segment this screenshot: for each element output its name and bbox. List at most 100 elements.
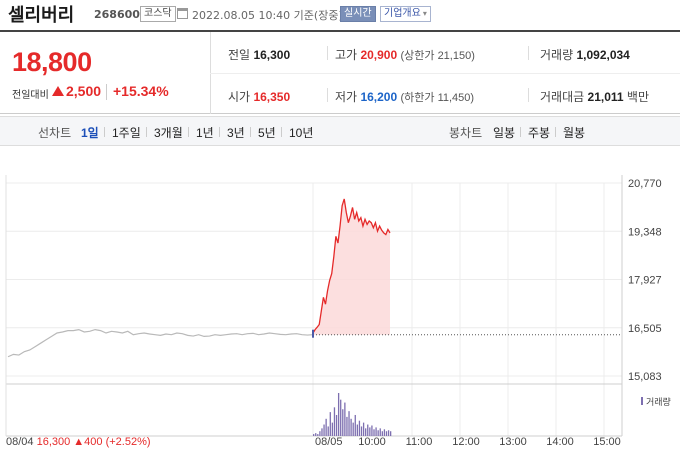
volume-bar [335, 414, 338, 436]
volume-bar [344, 402, 346, 436]
open-price: 시가 16,350 [228, 88, 290, 105]
series-line-prev-day [7, 328, 314, 358]
change-amount: 2,500 [66, 83, 102, 99]
prev-close-value: 16,300 [253, 48, 291, 62]
volume-bar [346, 416, 348, 436]
volume-bar [348, 411, 350, 436]
tab-3y[interactable]: 3년 [227, 126, 245, 140]
volume-bar [352, 422, 354, 436]
volume-bar [358, 420, 361, 436]
company-overview-dropdown[interactable]: 기업개요 ▾ [380, 6, 431, 22]
open-label: 시가 [228, 90, 251, 104]
line-chart-title: 선차트 [38, 126, 72, 140]
divider [528, 46, 529, 60]
volume-bar [360, 426, 363, 436]
volume-bar [325, 418, 327, 436]
prev-close-label: 전일 [228, 48, 251, 62]
quote-panel: 18,800 전일대비 2,500 +15.34% 전일 16,300 고가 2… [0, 32, 680, 114]
divider [520, 127, 521, 137]
low-price: 저가 16,200 (하한가 11,450) [335, 88, 474, 105]
y-tick-label: 20,770 [628, 178, 662, 190]
prev-day-close: 16,300 [37, 436, 74, 448]
tab-1d[interactable]: 1일 [81, 126, 99, 140]
tab-1w[interactable]: 1주일 [112, 126, 141, 140]
x-tick-label: 10:00 [358, 436, 386, 448]
divider [327, 46, 328, 60]
trade-amount: 거래대금 21,011 백만 [540, 88, 649, 105]
divider [281, 127, 282, 137]
candle-chart-title: 봉차트 [449, 126, 483, 140]
volume-bar [333, 407, 336, 436]
realtime-button[interactable]: 실시간 [340, 6, 376, 22]
volume-bar [327, 426, 329, 436]
volume-bar [356, 424, 359, 436]
divider [528, 88, 529, 102]
high-price: 고가 20,900 (상한가 21,150) [335, 46, 475, 63]
stock-header: 셀리버리 268600 코스닥 2022.08.05 10:40 기준(장중) … [0, 0, 680, 30]
change-value: 2,500 [52, 83, 101, 99]
prev-day-summary: 08/04 16,300 ▲400 (+2.52%) [6, 436, 151, 448]
prev-day-change: ▲400 (+2.52%) [73, 436, 150, 448]
stock-code: 268600 [94, 8, 140, 21]
volume-bar [337, 393, 340, 436]
price-chart[interactable]: 20,770 19,348 17,927 16,505 15,083 거래량 08/05 10… [0, 146, 680, 455]
volume-bar [379, 428, 381, 436]
calendar-icon [177, 8, 188, 19]
divider [555, 127, 556, 137]
amount-value: 21,011 [587, 90, 624, 104]
volume-legend-label: 거래량 [646, 396, 671, 407]
divider [106, 84, 107, 100]
volume-bar [319, 431, 321, 436]
volume-bar [373, 429, 375, 436]
company-overview-label: 기업개요 [384, 8, 421, 19]
x-tick-label: 15:00 [593, 436, 621, 448]
volume: 거래량 1,092,034 [540, 46, 630, 63]
volume-legend-swatch [641, 397, 643, 405]
volume-bar [371, 425, 373, 436]
divider [188, 127, 189, 137]
volume-bar [329, 412, 331, 436]
divider [146, 127, 147, 137]
volume-bar [342, 409, 344, 436]
volume-bar [367, 424, 369, 436]
volume-bar [375, 427, 377, 436]
tab-daily-candle[interactable]: 일봉 [493, 126, 516, 140]
x-tick-label: 14:00 [546, 436, 574, 448]
tab-monthly-candle[interactable]: 월봉 [563, 126, 586, 140]
x-tick-label: 13:00 [499, 436, 527, 448]
change-percent: +15.34% [113, 83, 169, 99]
amount-unit: 백만 [626, 90, 649, 104]
volume-bar [362, 422, 365, 436]
y-tick-label: 17,927 [628, 275, 662, 287]
series-area-today [313, 198, 390, 335]
tab-10y[interactable]: 10년 [289, 126, 314, 140]
volume-bar [354, 414, 356, 436]
tab-1y[interactable]: 1년 [196, 126, 214, 140]
series-line-today [312, 198, 391, 334]
low-value: 16,200 [360, 90, 398, 104]
volume-value: 1,092,034 [576, 48, 630, 62]
volume-bar [377, 430, 379, 436]
low-label: 저가 [335, 90, 358, 104]
tab-3m[interactable]: 3개월 [154, 126, 183, 140]
volume-bar [340, 399, 342, 436]
high-label: 고가 [335, 48, 358, 62]
price-chart-svg: 20,770 19,348 17,927 16,505 15,083 거래량 08/05 10… [5, 175, 671, 448]
open-value: 16,350 [253, 90, 291, 104]
prev-close: 전일 16,300 [228, 46, 290, 63]
volume-bar [315, 433, 317, 436]
tab-weekly-candle[interactable]: 주봉 [528, 126, 551, 140]
y-tick-label: 15,083 [628, 371, 662, 383]
change-label: 전일대비 [12, 90, 49, 101]
volume-bar [365, 428, 367, 436]
timestamp: 2022.08.05 10:40 기준(장중) [192, 9, 343, 22]
volume-bar [350, 418, 352, 436]
upper-limit: (상한가 21,150) [400, 50, 475, 62]
x-tick-label: 08/05 [315, 436, 343, 448]
volume-bar [321, 428, 323, 436]
divider [104, 127, 105, 137]
volume-bar [323, 424, 325, 436]
y-tick-label: 16,505 [628, 323, 662, 335]
amount-label: 거래대금 [540, 90, 585, 104]
tab-5y[interactable]: 5년 [258, 126, 276, 140]
